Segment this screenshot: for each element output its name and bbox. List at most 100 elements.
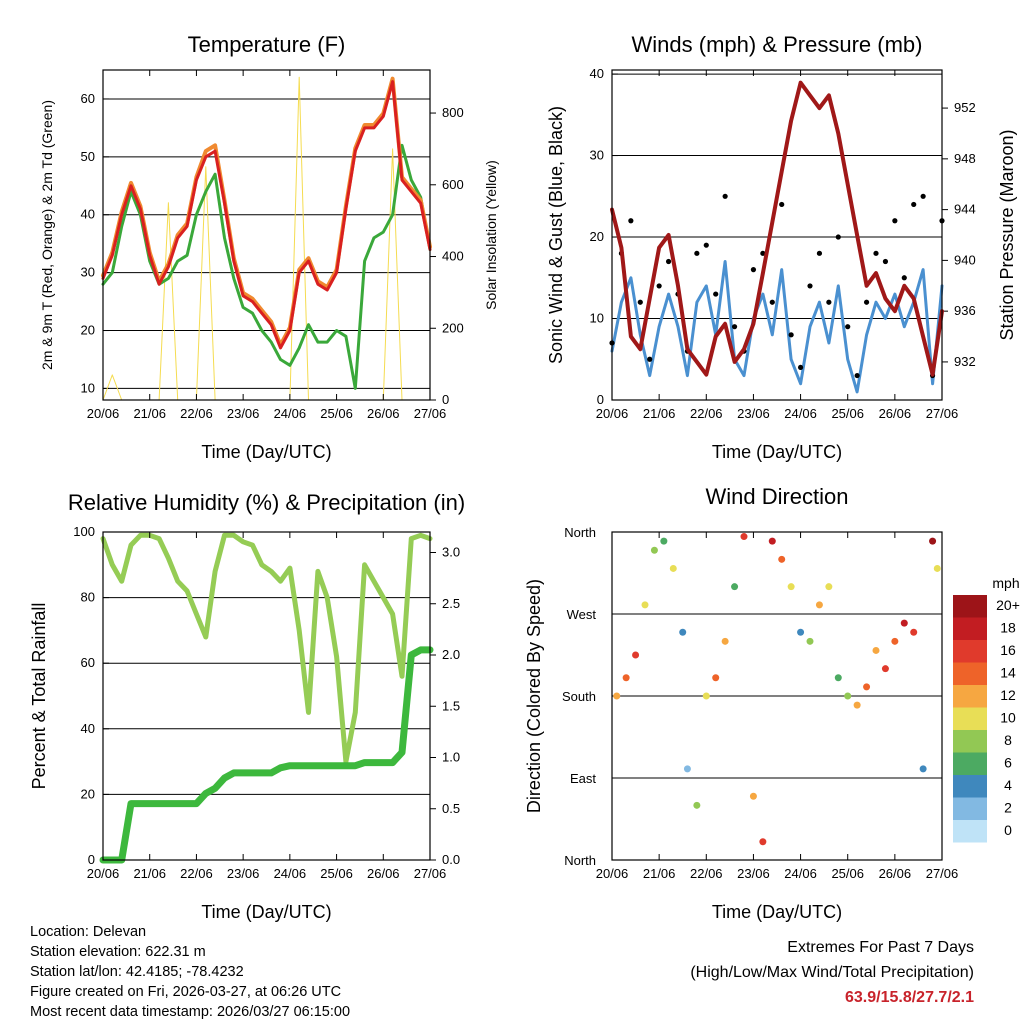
gust-point — [722, 193, 728, 199]
x-tick-label: 21/06 — [643, 406, 676, 421]
direction-point — [660, 537, 668, 545]
y-tick-label-right: 936 — [954, 303, 976, 318]
direction-point — [632, 651, 640, 659]
y-tick-label: West — [567, 607, 597, 622]
y-tick-label-right: 2.5 — [442, 596, 460, 611]
series-sonic-wind — [610, 260, 944, 394]
gust-point — [901, 275, 907, 281]
series-solar-insolation — [102, 76, 431, 401]
x-tick-label: 25/06 — [320, 406, 353, 421]
colorbar-label: 14 — [1000, 665, 1016, 681]
direction-point — [679, 628, 687, 636]
gust-point — [750, 267, 757, 273]
x-tick-label: 26/06 — [879, 866, 912, 881]
y-tick-label: North — [564, 853, 596, 868]
gust-point — [637, 299, 643, 305]
y-tick-label: 40 — [81, 207, 95, 222]
gust-point — [835, 234, 841, 240]
colorbar-swatch — [953, 752, 987, 775]
colorbar-swatch — [953, 595, 987, 618]
station-info: Location: Delevan Station elevation: 622… — [30, 922, 350, 1022]
panel-humidity: 0 20 40 60 80 100 0.0 0.5 1.0 1.5 2.0 2.5 3.0 20/06 21… — [29, 490, 465, 922]
colorbar-label: 2 — [1004, 800, 1012, 816]
direction-point — [740, 533, 748, 541]
direction-point — [910, 628, 918, 636]
colorbar-label: 16 — [1000, 642, 1016, 658]
gust-point — [665, 258, 672, 265]
plot-border — [102, 69, 431, 401]
y-tick-label: 30 — [81, 265, 95, 280]
direction-point — [768, 537, 776, 545]
y-axis-label-right: Station Pressure (Maroon) — [997, 129, 1017, 340]
y-tick-label: 40 — [81, 721, 95, 736]
x-axis-label: Time (Day/UTC) — [201, 442, 331, 462]
colorbar-swatch — [953, 707, 987, 730]
chart-title: Relative Humidity (%) & Precipitation (i… — [68, 490, 465, 515]
y-axis-label: Sonic Wind & Gust (Blue, Black) — [546, 106, 566, 364]
gust-point — [647, 356, 653, 362]
gust-point — [769, 299, 775, 305]
direction-point — [929, 537, 937, 545]
latlon-text: Station lat/lon: 42.4185; -78.4232 — [30, 964, 244, 980]
x-tick-label: 25/06 — [320, 866, 353, 881]
y-tick-label-right: 1.5 — [442, 698, 460, 713]
x-tick-label: 24/06 — [274, 866, 307, 881]
y-tick-label: 0 — [597, 392, 604, 407]
y-tick-label: 50 — [81, 149, 95, 164]
colorbar-label: 6 — [1004, 755, 1012, 771]
gust-point — [892, 218, 898, 224]
direction-point — [759, 838, 767, 846]
y-tick-label-right: 600 — [442, 177, 464, 192]
y-tick-label-right: 932 — [954, 354, 976, 369]
chart-title: Wind Direction — [705, 484, 848, 509]
extremes-subtitle: (High/Low/Max Wind/Total Precipitation) — [690, 964, 974, 981]
y-tick-label: 40 — [590, 66, 604, 81]
y-axis-label: Percent & Total Rainfall — [29, 603, 49, 790]
x-tick-label: 21/06 — [643, 866, 676, 881]
x-tick-label: 25/06 — [831, 866, 864, 881]
plot-border — [611, 531, 943, 861]
extremes-title: Extremes For Past 7 Days — [787, 939, 974, 956]
y-tick-label-right: 2.0 — [442, 647, 460, 662]
x-axis-label: Time (Day/UTC) — [201, 902, 331, 922]
direction-point — [613, 692, 621, 700]
gust-point — [628, 218, 634, 224]
gust-point — [779, 201, 785, 208]
y-tick-label: 0 — [88, 852, 95, 867]
gust-point — [845, 324, 851, 330]
y-tick-label-right: 800 — [442, 105, 464, 120]
colorbar-swatch — [953, 662, 987, 685]
y-tick-label-right: 200 — [442, 320, 464, 335]
gust-point — [797, 364, 804, 371]
x-tick-label: 22/06 — [690, 866, 723, 881]
y-tick-label: 100 — [73, 524, 95, 539]
chart-title: Winds (mph) & Pressure (mb) — [632, 32, 923, 57]
gust-point — [656, 283, 662, 289]
y-tick-label-right: 948 — [954, 151, 976, 166]
gust-point — [816, 250, 823, 256]
x-tick-label: 23/06 — [227, 406, 260, 421]
direction-point — [825, 583, 833, 591]
direction-point — [900, 619, 908, 627]
created-text: Figure created on Fri, 2026-03-27, at 06… — [30, 984, 342, 1000]
gust-point — [807, 283, 813, 289]
x-tick-label: 27/06 — [414, 406, 447, 421]
gust-point — [731, 324, 738, 330]
colorbar-swatch — [953, 775, 987, 798]
chart-title: Temperature (F) — [188, 32, 346, 57]
x-tick-label: 22/06 — [180, 866, 213, 881]
colorbar: mph 20+ 18 16 14 12 10 8 6 4 2 0 — [953, 575, 1020, 843]
gust-point — [713, 291, 719, 297]
x-tick-label: 27/06 — [926, 406, 959, 421]
gust-point — [920, 193, 926, 199]
colorbar-title: mph — [992, 575, 1019, 591]
colorbar-label: 8 — [1004, 732, 1012, 748]
direction-point — [669, 564, 677, 572]
location-text: Location: Delevan — [30, 924, 147, 940]
direction-point — [863, 683, 871, 691]
direction-point — [712, 674, 720, 682]
y-tick-label: 20 — [590, 229, 604, 244]
colorbar-label: 0 — [1004, 822, 1012, 838]
gust-point — [882, 258, 889, 265]
